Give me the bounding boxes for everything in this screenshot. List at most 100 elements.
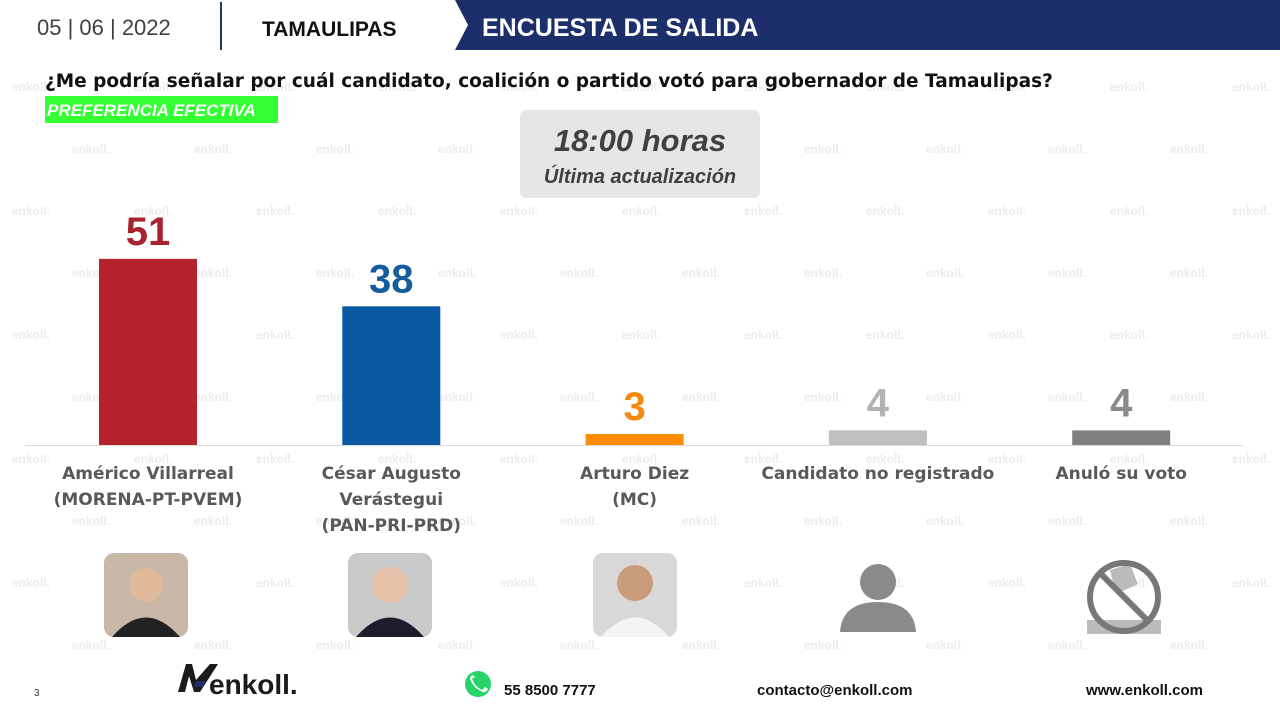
category-label: Arturo Diez (MC) [580, 464, 690, 510]
watermark: enkoll. [72, 142, 111, 156]
bar [828, 430, 927, 445]
watermark: enkoll. [12, 80, 51, 94]
watermark: enkoll. [1048, 266, 1087, 280]
watermark: enkoll. [256, 80, 295, 94]
watermark: enkoll. [744, 80, 783, 94]
watermark: enkoll. [866, 204, 905, 218]
logo-mark [178, 664, 218, 692]
watermark: enkoll. [438, 266, 477, 280]
watermark: enkoll. [1232, 328, 1271, 342]
watermark: enkoll. [682, 514, 721, 528]
watermark: enkoll. [316, 638, 355, 652]
watermark: enkoll. [12, 576, 51, 590]
watermark: enkoll. [1232, 80, 1271, 94]
banner-title: ENCUESTA DE SALIDA [482, 14, 758, 42]
watermark: enkoll. [256, 576, 295, 590]
phone: 55 8500 7777 [504, 682, 596, 699]
watermark: enkoll. [988, 80, 1027, 94]
bar [1072, 430, 1171, 445]
watermark: enkoll. [378, 452, 417, 466]
watermark: enkoll. [500, 204, 539, 218]
photo [348, 553, 432, 637]
silhouette-icon [840, 564, 916, 632]
watermark: enkoll. [12, 204, 51, 218]
watermark: enkoll. [1048, 390, 1087, 404]
watermark: enkoll. [256, 204, 295, 218]
tag: PREFERENCIA EFECTIVA [47, 101, 256, 120]
watermark: enkoll. [1048, 514, 1087, 528]
watermark: enkoll. [1170, 514, 1209, 528]
watermark: enkoll. [1170, 142, 1209, 156]
watermark: enkoll. [622, 328, 661, 342]
watermark: enkoll. [560, 266, 599, 280]
watermark: enkoll. [500, 80, 539, 94]
value-label: 3 [623, 385, 645, 429]
watermark: enkoll. [378, 80, 417, 94]
watermark: enkoll. [622, 452, 661, 466]
update-box [520, 110, 760, 198]
watermark: enkoll. [316, 142, 355, 156]
watermark: enkoll. [926, 638, 965, 652]
watermark: enkoll. [500, 576, 539, 590]
watermark: enkoll. [1110, 80, 1149, 94]
watermark: enkoll. [1232, 452, 1271, 466]
watermark: enkoll. [316, 514, 355, 528]
watermark: enkoll. [988, 452, 1027, 466]
website: www.enkoll.com [1085, 682, 1203, 699]
state: TAMAULIPAS [262, 18, 397, 41]
watermark: enkoll. [256, 328, 295, 342]
watermark: enkoll. [438, 390, 477, 404]
watermark: enkoll. [72, 514, 111, 528]
value-label: 51 [126, 210, 171, 254]
value-label: 4 [867, 381, 890, 425]
value-label: 38 [369, 257, 414, 301]
watermark: enkoll. [134, 80, 173, 94]
watermark: enkoll. [560, 390, 599, 404]
watermark: enkoll. [500, 328, 539, 342]
value-label: 4 [1110, 381, 1133, 425]
watermark: enkoll. [134, 204, 173, 218]
whatsapp-glyph [470, 675, 488, 693]
watermark: enkoll. [1170, 390, 1209, 404]
watermark: enkoll. [560, 638, 599, 652]
watermark: enkoll. [622, 204, 661, 218]
watermark: enkoll. [194, 514, 233, 528]
watermark: enkoll. [194, 142, 233, 156]
watermark: enkoll. [438, 142, 477, 156]
watermark: enkoll. [72, 638, 111, 652]
date: 05 | 06 | 2022 [37, 15, 171, 40]
watermark: enkoll. [804, 514, 843, 528]
watermark: enkoll. [988, 204, 1027, 218]
watermark: enkoll. [744, 576, 783, 590]
watermark: enkoll. [744, 328, 783, 342]
bar [342, 306, 441, 445]
watermark: enkoll. [1048, 638, 1087, 652]
watermark: enkoll. [194, 266, 233, 280]
update-time: 18:00 horas [554, 123, 726, 158]
watermark: enkoll. [134, 452, 173, 466]
header-banner [455, 0, 1280, 50]
watermark: enkoll. [560, 514, 599, 528]
category-label: César Augusto Verástegui (PAN-PRI-PRD) [321, 464, 462, 536]
watermark: enkoll. [744, 452, 783, 466]
category-label: Anuló su voto [1055, 464, 1187, 484]
watermark: enkoll. [1110, 328, 1149, 342]
question: ¿Me podría señalar por cuál candidato, c… [45, 71, 1053, 92]
watermark: enkoll. [804, 266, 843, 280]
bar [585, 434, 684, 445]
watermark: enkoll. [12, 328, 51, 342]
watermark: enkoll. [1110, 204, 1149, 218]
watermark: enkoll. [744, 204, 783, 218]
watermark: enkoll. [500, 452, 539, 466]
watermark: enkoll. [682, 266, 721, 280]
watermark: enkoll. [804, 638, 843, 652]
category-label: Candidato no registrado [761, 464, 995, 484]
watermark: enkoll. [804, 390, 843, 404]
watermark: enkoll. [438, 514, 477, 528]
tag-bg [45, 96, 278, 123]
watermark: enkoll. [682, 638, 721, 652]
watermark: enkoll. [926, 266, 965, 280]
category-label: Américo Villarreal (MORENA-PT-PVEM) [53, 464, 243, 510]
watermark: enkoll. [1170, 638, 1209, 652]
